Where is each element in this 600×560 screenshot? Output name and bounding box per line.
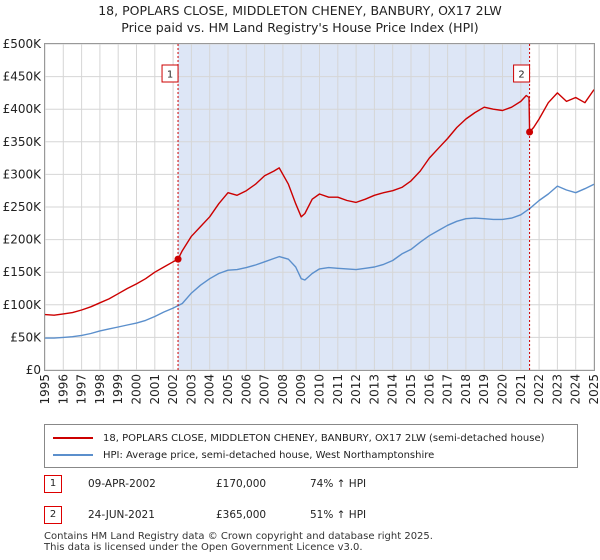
x-tick-label: 2020 [496, 374, 510, 405]
x-tick-label: 2024 [569, 374, 583, 405]
x-tick-label: 2017 [441, 374, 455, 405]
x-tick-label: 2019 [477, 374, 491, 405]
legend-label-price: 18, POPLARS CLOSE, MIDDLETON CHENEY, BAN… [103, 432, 545, 444]
legend-item-price: 18, POPLARS CLOSE, MIDDLETON CHENEY, BAN… [53, 430, 545, 446]
legend-label-hpi: HPI: Average price, semi-detached house,… [103, 449, 435, 461]
sale-number-badge: 2 [44, 506, 62, 524]
y-tick-label: £100K [3, 298, 43, 312]
x-tick-label: 1998 [93, 374, 107, 405]
sale-label-number: 1 [167, 70, 173, 81]
x-tick-label: 2015 [404, 374, 418, 405]
legend-swatch-hpi [53, 454, 93, 456]
legend-item-hpi: HPI: Average price, semi-detached house,… [53, 447, 434, 463]
footer-copyright: Contains HM Land Registry data © Crown c… [44, 531, 433, 542]
x-tick-label: 2007 [258, 374, 272, 405]
plot-frame [44, 43, 595, 371]
sale-number-badge: 1 [44, 475, 62, 493]
x-tick-label: 2016 [422, 374, 436, 405]
x-tick-label: 2001 [148, 374, 162, 405]
x-tick-label: 1995 [38, 374, 52, 405]
sale-label-number: 2 [518, 70, 524, 81]
price-chart: £0 £50K £100K £150K £200K £250K £300K £350K £400… [3, 37, 600, 405]
legend-swatch-price [53, 437, 93, 439]
hpi-line [45, 183, 595, 339]
footer: Contains HM Land Registry data © Crown c… [44, 531, 433, 553]
y-tick-label: £350K [3, 135, 43, 149]
chart-title-line1: 18, POPLARS CLOSE, MIDDLETON CHENEY, BAN… [98, 3, 502, 18]
y-tick-label: £0 [26, 363, 41, 377]
x-tick-label: 2022 [532, 374, 546, 405]
chart-title-line2: Price paid vs. HM Land Registry's House … [121, 20, 479, 35]
x-tick-label: 2005 [221, 374, 235, 405]
sale-date: 09-APR-2002 [88, 478, 156, 490]
x-tick-label: 2002 [166, 374, 180, 405]
y-tick-label: £250K [3, 200, 43, 214]
sale-label-box [161, 64, 179, 83]
sale-price: £170,000 [216, 478, 267, 490]
y-tick-label: £150K [3, 265, 43, 279]
y-tick-label: £450K [3, 70, 43, 84]
footer-licence: This data is licensed under the Open Gov… [44, 542, 363, 553]
y-tick-label: £400K [3, 102, 43, 116]
x-tick-label: 2006 [239, 374, 253, 405]
x-tick-label: 1997 [75, 374, 89, 405]
y-tick-label: £200K [3, 233, 43, 247]
x-tick-label: 2023 [550, 374, 564, 405]
sale-price: £365,000 [216, 509, 267, 521]
y-tick-label: £50K [10, 330, 42, 344]
x-tick-label: 2003 [184, 374, 198, 405]
price-paid-line [44, 89, 595, 316]
sale-point [174, 255, 182, 263]
y-tick-label: £300K [3, 167, 43, 181]
x-tick-label: 1999 [111, 374, 125, 405]
x-tick-label: 2011 [331, 374, 345, 405]
x-tick-label: 2009 [294, 374, 308, 405]
x-tick-label: 2013 [367, 374, 381, 405]
x-tick-label: 2010 [313, 374, 327, 405]
sale-hpi-change: 51% ↑ HPI [310, 509, 367, 521]
legend: 18, POPLARS CLOSE, MIDDLETON CHENEY, BAN… [44, 424, 578, 468]
x-tick-label: 1996 [56, 374, 70, 405]
x-tick-label: 2018 [459, 374, 473, 405]
x-tick-label: 2021 [514, 374, 528, 405]
x-tick-label: 2008 [276, 374, 290, 405]
sale-label-box [513, 64, 531, 83]
sale-hpi-change: 74% ↑ HPI [310, 478, 367, 490]
y-tick-label: £500K [3, 37, 43, 51]
x-tick-label: 2012 [349, 374, 363, 405]
x-tick-label: 2025 [587, 374, 600, 405]
sale-point [526, 128, 534, 136]
sale-date: 24-JUN-2021 [88, 509, 155, 521]
x-tick-label: 2004 [203, 374, 217, 405]
x-tick-label: 2000 [130, 374, 144, 405]
x-tick-label: 2014 [386, 374, 400, 405]
